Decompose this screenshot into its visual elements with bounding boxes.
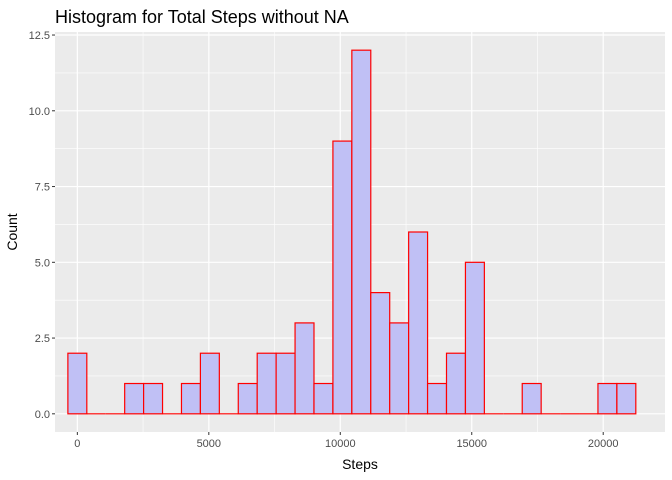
x-axis-title: Steps (342, 456, 378, 472)
x-tick-label: 0 (74, 438, 80, 450)
y-tick-label: 7.5 (35, 182, 50, 194)
chart-title: Histogram for Total Steps without NA (55, 7, 349, 27)
x-tick-label: 20000 (588, 438, 619, 450)
histogram-bar (199, 352, 220, 415)
histogram-bar (370, 292, 391, 415)
histogram-bar (275, 352, 296, 415)
histogram-bars (67, 49, 637, 415)
x-tick-label: 15000 (456, 438, 487, 450)
y-tick-label: 0.0 (35, 409, 50, 421)
histogram-bar (180, 382, 202, 415)
y-axis: 0.0 2.5 5.0 7.5 10.0 12.5 (29, 30, 55, 421)
histogram-bar (256, 352, 277, 415)
y-tick-label: 5.0 (35, 257, 50, 269)
histogram-bar (445, 352, 467, 415)
histogram-bar (237, 382, 258, 415)
histogram-bar (67, 352, 88, 415)
x-axis: 0 5000 10000 15000 20000 (74, 432, 619, 450)
histogram-bar (351, 49, 372, 415)
y-tick-label: 2.5 (35, 333, 50, 345)
histogram-bar (389, 322, 410, 415)
y-tick-label: 12.5 (29, 30, 50, 42)
histogram-bar (313, 382, 334, 415)
histogram-bar (408, 231, 429, 415)
histogram-bar (426, 382, 448, 415)
histogram-bar (597, 382, 618, 415)
histogram-bar (332, 140, 353, 415)
histogram-bar (294, 322, 315, 415)
y-axis-title: Count (4, 213, 20, 250)
histogram-bar (143, 382, 164, 415)
y-tick-label: 10.0 (29, 106, 50, 118)
histogram-bar (124, 382, 145, 415)
histogram-bar (521, 382, 542, 415)
x-tick-label: 5000 (197, 438, 221, 450)
histogram-bar (616, 382, 637, 415)
histogram-bar (464, 261, 485, 415)
x-tick-label: 10000 (325, 438, 356, 450)
